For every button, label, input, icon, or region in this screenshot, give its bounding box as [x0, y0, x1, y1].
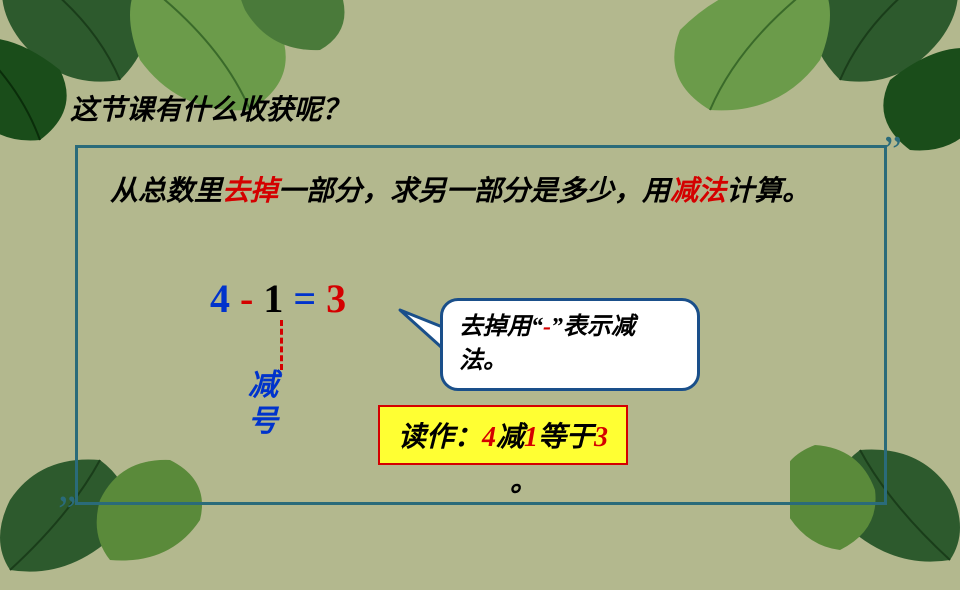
- def-red1: 去掉: [222, 176, 278, 207]
- slide-title: 这节课有什么收获呢？: [70, 88, 350, 128]
- quote-mark-top-right: ”: [883, 128, 902, 176]
- equation: 4 - 1 = 3: [210, 275, 346, 322]
- reading-3: 3: [594, 422, 608, 453]
- eq-minus: -: [230, 276, 263, 321]
- eq-one: 1: [263, 276, 283, 321]
- quote-mark-bottom-left: “: [58, 468, 77, 516]
- minus-label-line1: 减: [248, 368, 278, 404]
- reading-1: 1: [524, 422, 538, 453]
- reading-box: 读作：4减1等于3: [378, 405, 628, 465]
- pointer-line: [280, 320, 283, 370]
- minus-label-line2: 号: [248, 404, 278, 440]
- reading-4: 4: [482, 422, 496, 453]
- eq-equals: =: [283, 276, 326, 321]
- leaf-decoration-top-right: [650, 0, 960, 160]
- def-part3: 计算。: [726, 176, 810, 207]
- eq-four: 4: [210, 276, 230, 321]
- speech-bubble: 去掉用“-”表示减法。: [440, 298, 700, 391]
- bubble-red: -: [543, 314, 551, 340]
- minus-sign-label: 减 号: [248, 368, 278, 440]
- def-red2: 减法: [670, 176, 726, 207]
- def-part2: 一部分，求另一部分是多少，用: [278, 176, 670, 207]
- definition-text: 从总数里去掉一部分，求另一部分是多少，用减法计算。: [110, 170, 870, 215]
- reading-period: 。: [510, 460, 538, 500]
- eq-three: 3: [326, 276, 346, 321]
- reading-mid1: 减: [496, 422, 524, 453]
- def-part1: 从总数里: [110, 176, 222, 207]
- reading-prefix: 读作：: [398, 422, 482, 453]
- reading-mid2: 等于: [538, 422, 594, 453]
- bubble-part1: 去掉用“: [459, 314, 543, 340]
